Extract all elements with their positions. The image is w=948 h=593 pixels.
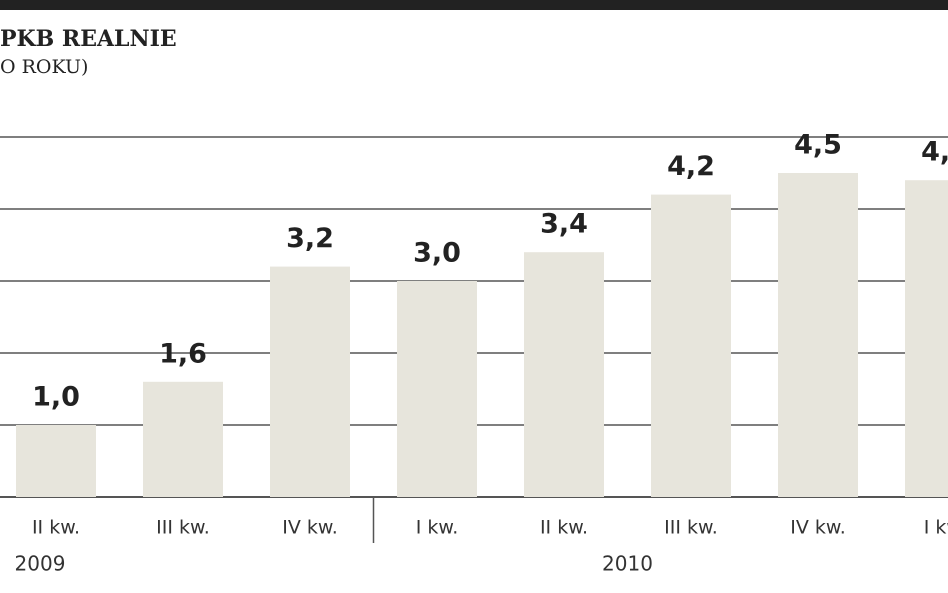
bar: [16, 425, 96, 497]
group-label: 2009: [15, 552, 66, 576]
bar: [143, 381, 223, 497]
x-tick-label: II kw.: [32, 517, 80, 539]
value-label: 4,5: [794, 130, 842, 161]
x-tick-label: II kw.: [540, 517, 588, 539]
x-tick-label: I kw.: [416, 517, 458, 539]
value-label: 3,4: [540, 209, 588, 240]
chart-title: PKB REALNIE: [0, 26, 177, 52]
value-label: 1,0: [32, 382, 80, 413]
value-label: 4,2: [667, 151, 715, 182]
x-tick-label: III kw.: [156, 517, 210, 539]
bar: [524, 252, 604, 497]
value-label: 4,4: [921, 137, 948, 168]
chart-subtitle: O ROKU): [0, 56, 88, 78]
bar: [905, 180, 948, 497]
value-label: 3,2: [286, 223, 334, 254]
x-tick-label: I kw.: [924, 517, 948, 539]
value-label: 1,6: [159, 338, 207, 369]
bar: [778, 173, 858, 497]
bar: [651, 194, 731, 497]
bar: [270, 266, 350, 497]
group-label: 2010: [602, 552, 653, 576]
x-tick-label: IV kw.: [790, 517, 845, 539]
value-label: 3,0: [413, 238, 461, 269]
x-tick-label: IV kw.: [282, 517, 337, 539]
x-tick-label: III kw.: [664, 517, 718, 539]
bar: [397, 281, 477, 497]
top-band: [0, 0, 948, 10]
